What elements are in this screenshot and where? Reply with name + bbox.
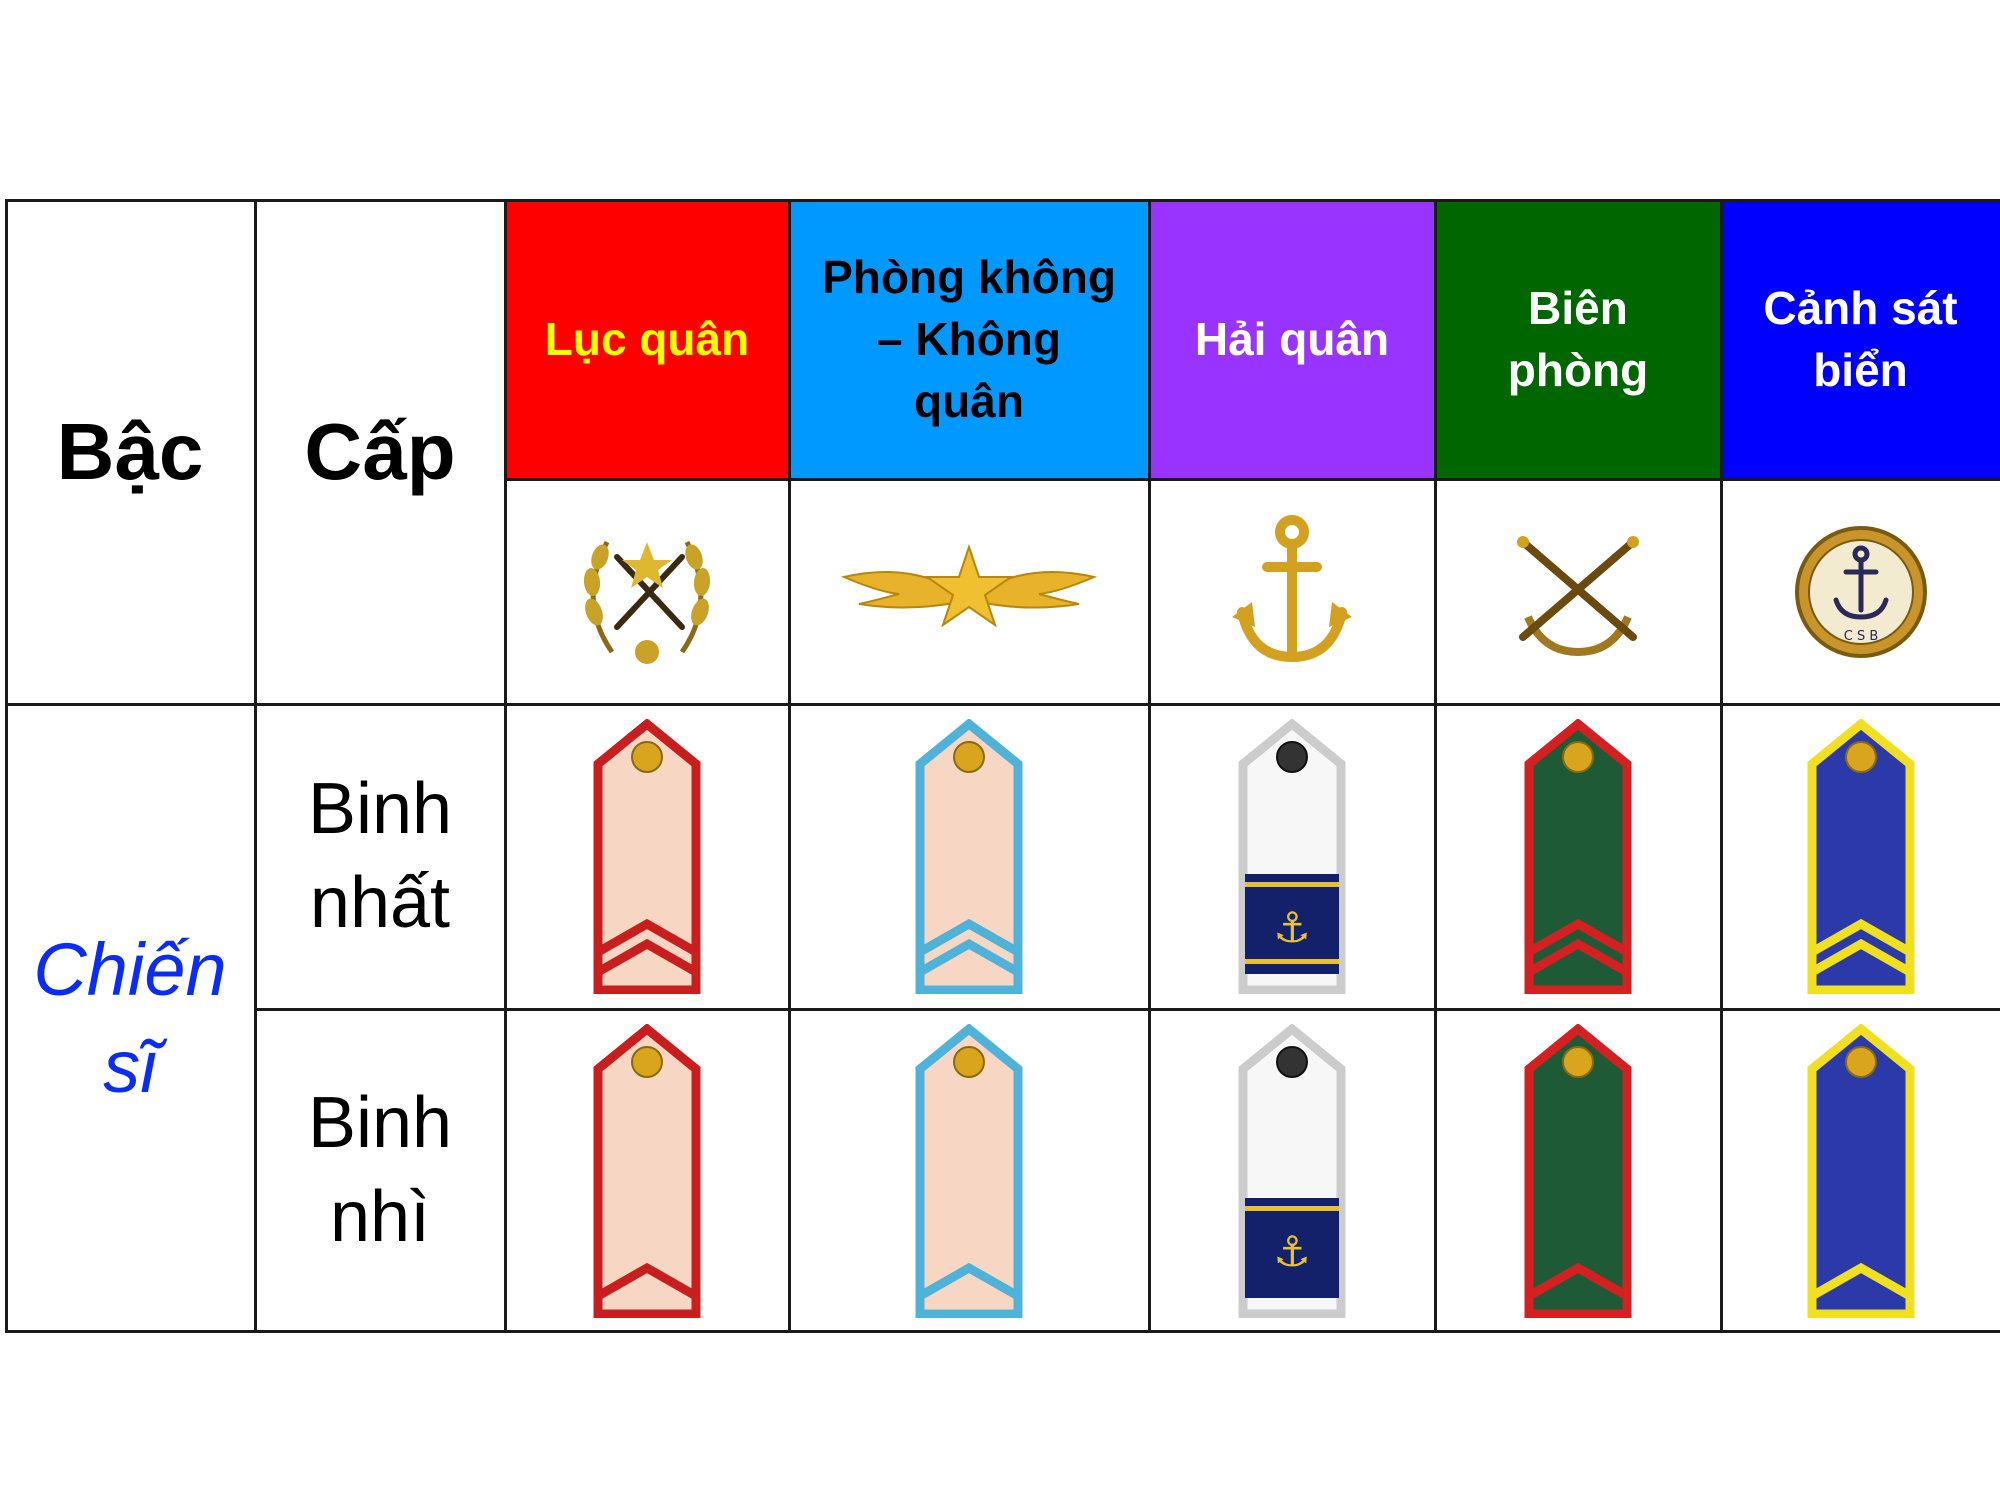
shoulder-board [789,704,1149,1009]
service-header-border-guard: Biên phòng [1435,199,1721,479]
table-rule [505,478,2000,481]
air-force-wings-icon [789,479,1149,704]
table-rule [1148,199,1151,1333]
anchor-icon: ⚓ [1273,903,1311,952]
board-button-icon [1276,741,1308,773]
shoulder-board [1435,1009,1721,1333]
table-rule [1720,199,1723,1333]
tier-label-line2: sĩ [103,1024,157,1108]
board-button-icon [1562,1046,1594,1078]
table-rule [504,199,507,1333]
table-rule [1434,199,1437,1333]
border-guard-crossed-rifles-icon [1435,479,1721,704]
shoulder-board: ⚓ [1149,1009,1435,1333]
cap-header-label: Cấp [304,406,456,496]
tier-label-line1: Chiến [33,928,227,1012]
service-name-line2: – Không [877,312,1061,365]
coast-guard-anchor-badge-icon: C S B [1721,479,2000,704]
csb-badge-text: C S B [1843,629,1878,644]
anchor-icon: ⚓ [1273,1227,1311,1276]
bac-header-label: Bậc [56,406,204,496]
shoulder-board-icon [1524,1024,1632,1318]
shoulder-board [789,1009,1149,1333]
bac-header: Bậc [5,199,255,704]
rank-insignia-table: Bậc Cấp Lục quân Phòng không – Không quâ… [5,199,2000,1333]
table-border-left [5,199,8,1333]
rank-label-binh-nhat: Binh nhất [255,704,505,1009]
service-name-line2: phòng [1507,344,1649,396]
service-name-line2: biển [1813,344,1908,396]
shoulder-board [1721,704,2000,1009]
tier-label: Chiến sĩ [5,704,255,1333]
shoulder-board-icon [1807,1024,1914,1318]
table-border-top [5,199,2000,202]
board-button-icon [1844,1046,1877,1078]
cap-header: Cấp [255,199,505,704]
rank-label-line2: nhì [329,1177,431,1257]
shoulder-board-icon [1807,719,1914,994]
shoulder-board: ⚓ [1149,704,1435,1009]
service-header-coast-guard: Cảnh sát biển [1721,199,2000,479]
table-rule [254,199,257,1333]
board-button-icon [1562,741,1594,773]
shoulder-board-icon [915,1024,1023,1318]
board-button-icon [631,741,663,773]
army-wreath-star-icon [505,479,789,704]
board-button-icon [953,741,985,773]
navy-anchor-icon [1149,479,1435,704]
shoulder-board-icon [1524,719,1632,994]
shoulder-board [1435,704,1721,1009]
rank-label-line2: nhất [309,862,451,943]
table-rule [5,703,2000,706]
shoulder-board [505,1009,789,1333]
board-button-icon [1844,741,1877,773]
service-name-line1: Lục quân [544,312,750,365]
rank-label-line1: Binh [307,1083,453,1164]
shoulder-board-icon: ⚓ [1238,1024,1346,1318]
shoulder-board-icon [915,719,1023,994]
table-rule [255,1008,2000,1011]
shoulder-board [1721,1009,2000,1333]
board-button-icon [1276,1046,1308,1078]
service-header-air-force: Phòng không – Không quân [789,199,1149,479]
shoulder-board-icon [593,1024,701,1318]
rank-label-binh-nhi: Binh nhì [255,1009,505,1333]
table-rule [788,199,791,1333]
service-name-line1: Cảnh sát [1763,281,1958,334]
shoulder-board-icon [593,719,701,994]
shoulder-board-icon: ⚓ [1238,719,1346,994]
service-name-line1: Biên [1528,281,1628,334]
table-border-bottom [5,1330,2000,1333]
board-button-icon [953,1046,985,1078]
service-name-line1: Hải quân [1194,312,1390,365]
board-button-icon [631,1046,663,1078]
shoulder-board [505,704,789,1009]
service-name-line3: quân [914,375,1024,428]
service-header-army: Lục quân [505,199,789,479]
service-header-navy: Hải quân [1149,199,1435,479]
service-name-line1: Phòng không [822,250,1116,303]
rank-label-line1: Binh [307,768,453,849]
